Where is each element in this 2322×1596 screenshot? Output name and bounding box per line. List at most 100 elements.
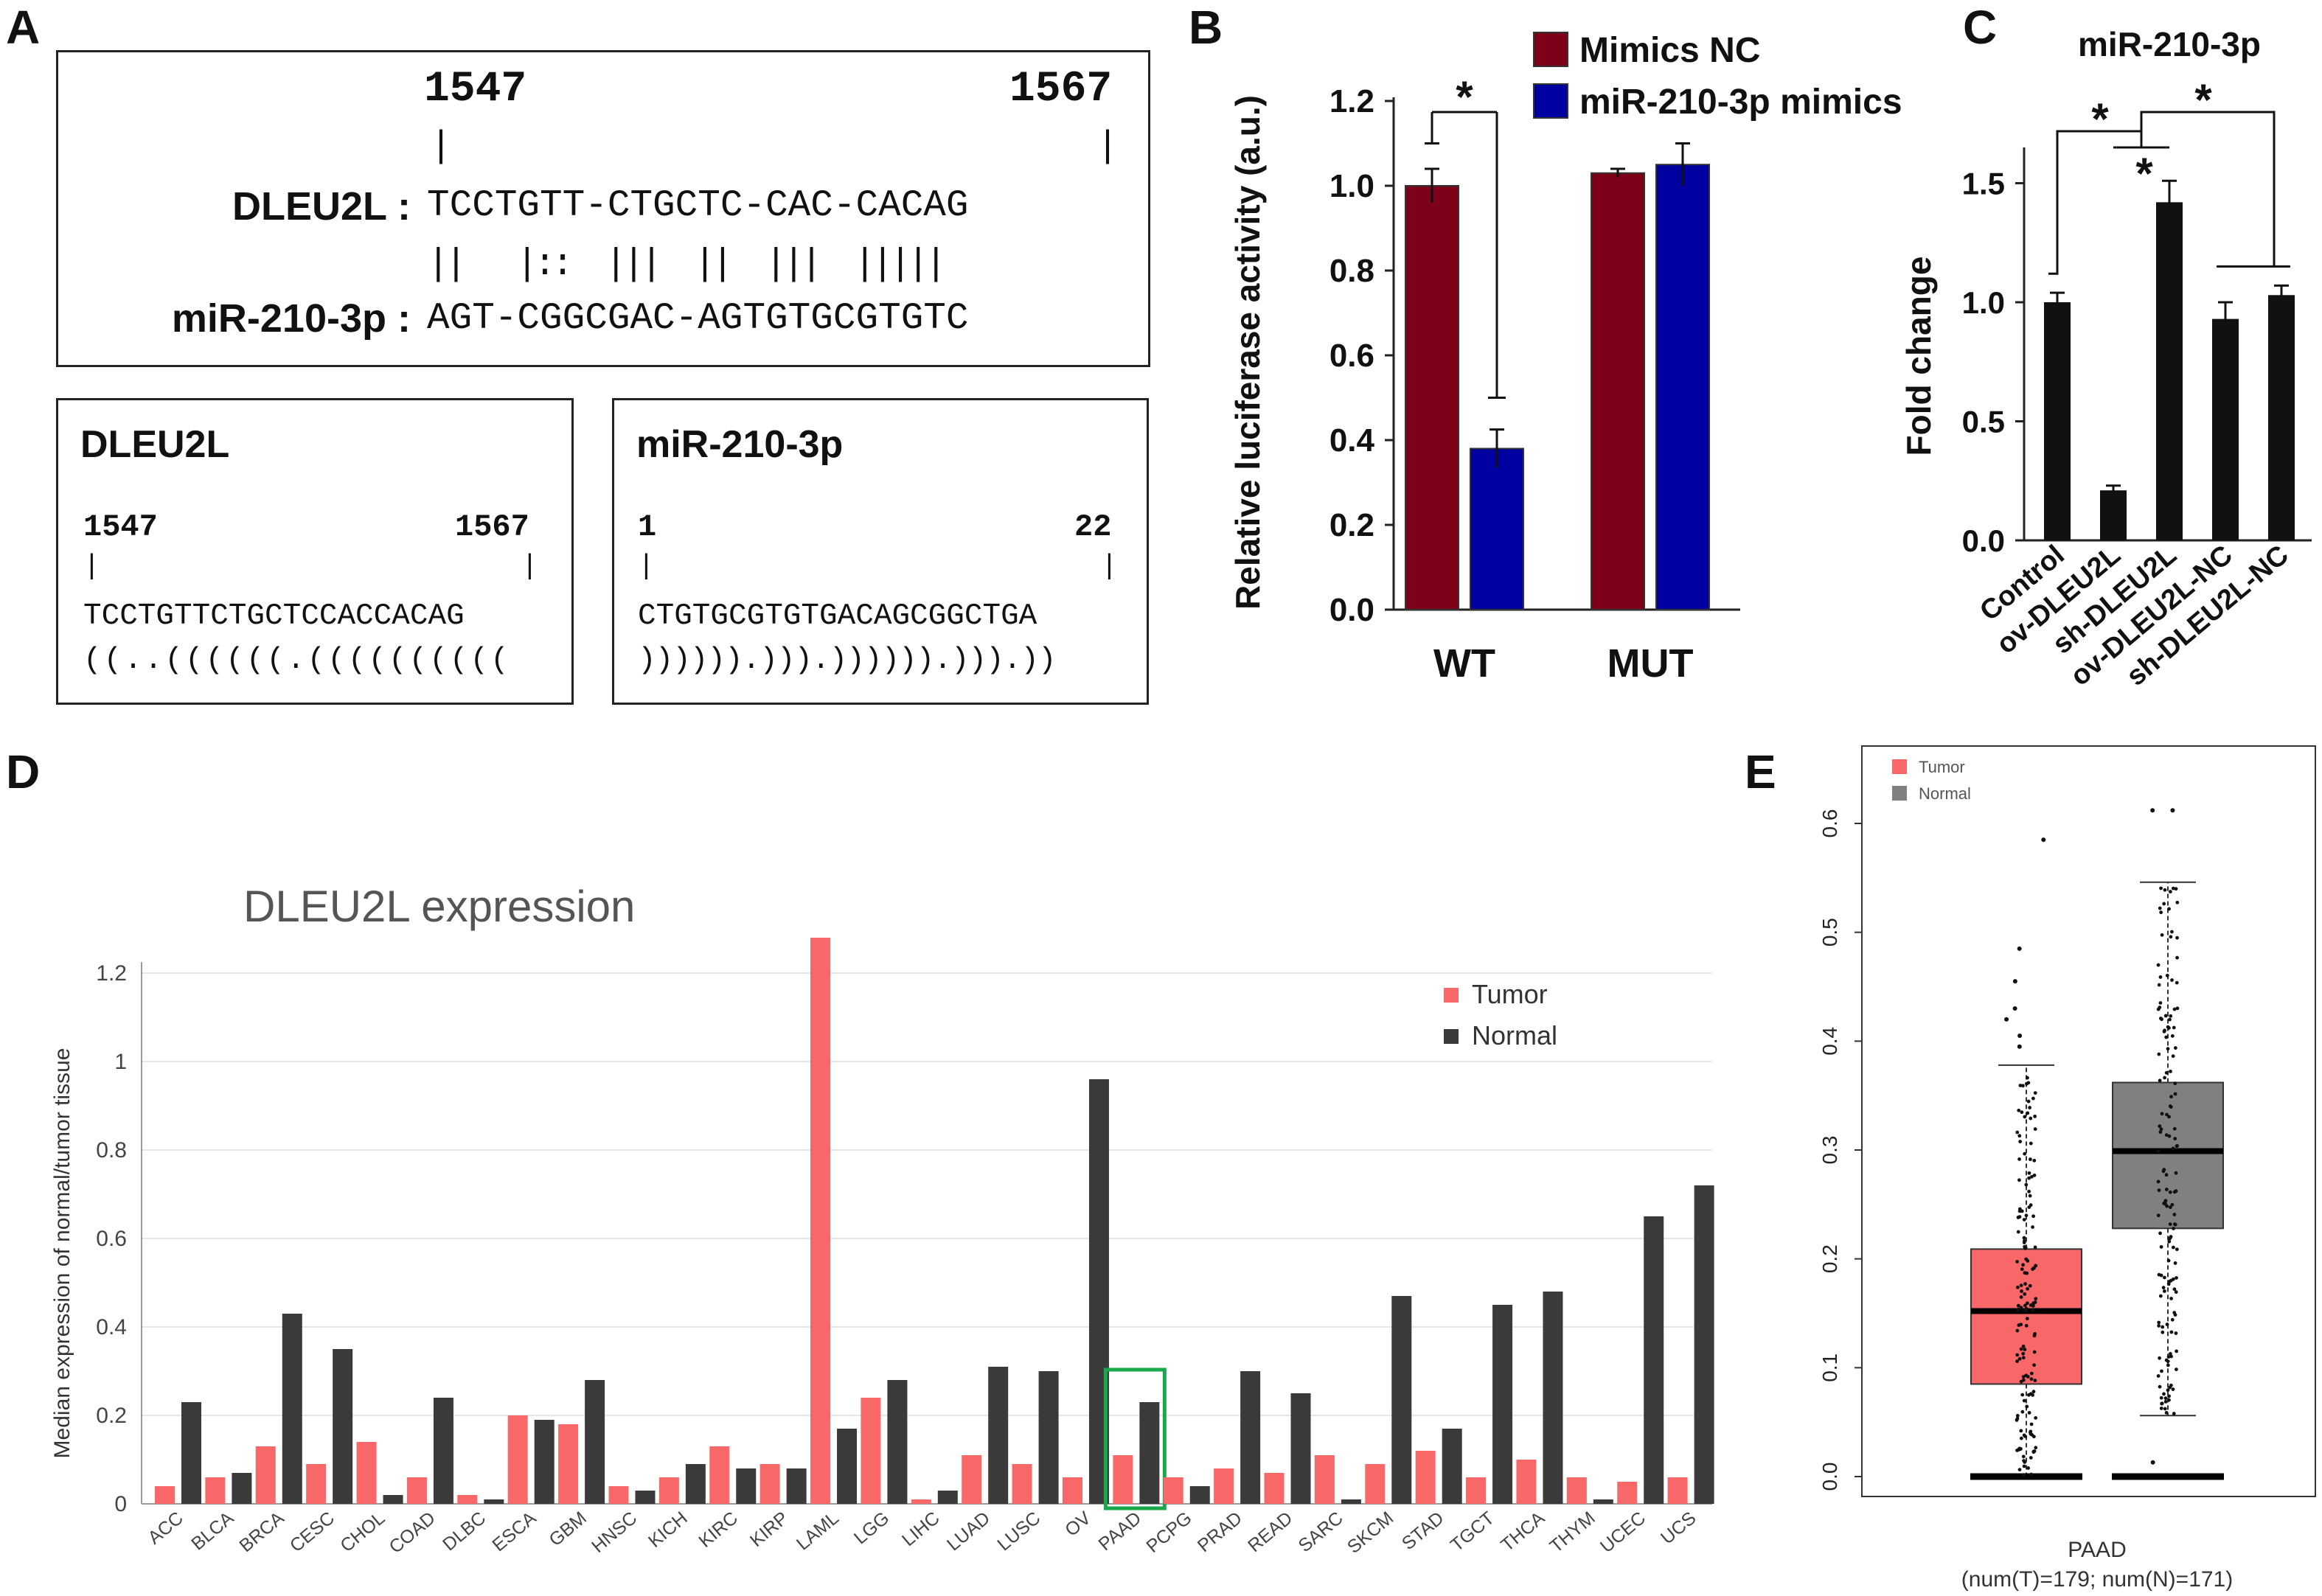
chart-e-data-point [2029, 1203, 2033, 1208]
chart-e-data-point [2161, 1325, 2165, 1329]
panel-letter-e: E [1745, 745, 1776, 798]
chart-e-data-point [2170, 1317, 2175, 1322]
chart-e-data-point [2165, 1204, 2169, 1208]
chart-e-data-point [2021, 1356, 2026, 1360]
chart-e-data-point [2173, 1081, 2177, 1086]
chart-d-y-tick-label: 1 [114, 1050, 127, 1074]
chart-c-bar [2268, 295, 2295, 540]
chart-e-data-point [2163, 1014, 2168, 1018]
alignment-start-position: 1547 [424, 66, 527, 114]
chart-b-bar [1655, 164, 1710, 610]
chart-c-significance-star: * [2091, 94, 2109, 144]
chart-e-data-point [2166, 1388, 2170, 1393]
chart-e-data-point [2169, 890, 2172, 893]
chart-e-data-point [2163, 1396, 2168, 1401]
chart-d-y-tick-label: 0.2 [96, 1404, 127, 1428]
chart-e-data-point [2021, 1454, 2026, 1459]
chart-d-bar [1012, 1464, 1032, 1504]
chart-e-data-point [2029, 1116, 2033, 1121]
chart-d-x-tick-label: PCPG [1142, 1508, 1195, 1557]
chart-e-data-point [2167, 1394, 2171, 1398]
chart-e-y-tick-label: 0.4 [1818, 1027, 1841, 1056]
chart-e-data-point [2019, 1347, 2023, 1351]
chart-e-data-point [2164, 1410, 2169, 1415]
dleu2l-structure-end-tick: | [521, 551, 538, 582]
chart-e-data-point [2034, 1415, 2038, 1420]
dleu2l-structure-title: DLEU2L [80, 423, 230, 466]
chart-e-data-point [2017, 1207, 2022, 1211]
chart-e-data-point [2156, 1374, 2161, 1378]
chart-e-data-point [2172, 1025, 2176, 1030]
chart-e-data-point [2033, 1300, 2037, 1304]
chart-e-data-point [2028, 1193, 2032, 1198]
dleu2l-alignment-sequence: TCCTGTT-CTGCTC-CAC-CACAG [427, 185, 969, 227]
chart-d-bar [786, 1468, 807, 1504]
chart-e-data-point [2027, 1411, 2031, 1415]
chart-e-data-point [2023, 1348, 2027, 1351]
chart-e-data-point [2156, 1149, 2161, 1154]
chart-d-bar [1314, 1455, 1335, 1504]
chart-d-bar [1593, 1499, 1613, 1504]
chart-e-data-point [2157, 1324, 2161, 1328]
chart-e-data-point [2163, 1199, 2168, 1203]
chart-d-bar [1062, 1477, 1082, 1504]
chart-e-data-point [2031, 1096, 2035, 1101]
chart-d-x-tick-label: SARC [1295, 1508, 1347, 1556]
mir-structure-sequence: CTGTGCGTGTGACAGCGGCTGA [638, 599, 1037, 633]
chart-c-y-tick-label: 1.5 [1962, 167, 2005, 201]
chart-e-data-point [2175, 955, 2179, 960]
chart-c-significance-star: * [2194, 75, 2212, 125]
chart-e-data-point [2160, 1112, 2164, 1116]
chart-e-data-point [2169, 1354, 2173, 1359]
chart-d-bar [1189, 1486, 1210, 1504]
panel-letter-a: A [6, 1, 41, 54]
chart-e-data-point [2021, 1375, 2026, 1379]
chart-b-significance-star: * [1456, 72, 1473, 122]
panel-letter-c: C [1963, 1, 1998, 54]
chart-e-y-tick-label: 0.0 [1818, 1463, 1841, 1491]
chart-e-legend-label: Tumor [1919, 758, 1965, 776]
alignment-pairing-marks: || |:: ||| || ||| ||||| [427, 244, 948, 286]
chart-d-bar [457, 1495, 478, 1504]
chart-e-data-point [2172, 1311, 2177, 1315]
chart-e-data-point [2171, 1146, 2175, 1151]
chart-e-data-point [2175, 1276, 2178, 1280]
chart-e-data-point [2033, 1114, 2037, 1118]
chart-b-y-tick-label: 0.4 [1329, 422, 1375, 459]
chart-e-outlier [2041, 837, 2046, 843]
chart-d-bar [608, 1486, 629, 1504]
chart-d-bar [861, 1398, 881, 1504]
chart-e-data-point [2172, 1412, 2176, 1415]
chart-e-data-point [2166, 1363, 2170, 1367]
chart-e-data-point [2021, 1473, 2026, 1477]
mir-structure-box: miR-210-3p 1 22 | | CTGTGCGTGTGACAGCGGCT… [612, 398, 1149, 705]
chart-e-data-point [2175, 1367, 2178, 1371]
chart-d-legend-label: Normal [1472, 1020, 1557, 1050]
chart-e-data-point [2023, 1151, 2027, 1156]
panel-letter-d: D [6, 745, 41, 798]
chart-e-data-point [2175, 935, 2179, 940]
chart-c-y-tick-label: 0.5 [1962, 405, 2005, 439]
chart-d-x-tick-label: OV [1061, 1508, 1095, 1541]
chart-e-data-point [2027, 1189, 2031, 1193]
chart-d-bar [1617, 1482, 1638, 1504]
chart-c-sig-bracket [2140, 111, 2276, 267]
chart-e-data-point [2019, 1295, 2023, 1299]
chart-e-data-point [2160, 933, 2164, 937]
chart-d-x-tick-label: LIHC [898, 1508, 944, 1550]
chart-d-bar [1163, 1477, 1183, 1504]
chart-d-bar [534, 1420, 555, 1504]
chart-b-y-tick-label: 0.0 [1329, 592, 1374, 628]
chart-e-data-point [2171, 1277, 2175, 1281]
chart-d-bar [887, 1380, 908, 1504]
chart-e-data-point [2169, 935, 2173, 939]
chart-e-data-point [2032, 1334, 2037, 1338]
chart-d-x-tick-label: LUAD [943, 1508, 994, 1555]
chart-e-data-point [2020, 1393, 2025, 1397]
chart-e-subtitle: (num(T)=179; num(N)=171) [1961, 1567, 2233, 1592]
chart-e-data-point [2159, 910, 2163, 915]
chart-b-y-tick-label: 1.0 [1329, 168, 1374, 204]
chart-d-title: DLEU2L expression [243, 882, 635, 931]
chart-e-data-point [2019, 1436, 2023, 1440]
chart-d-bar [988, 1367, 1009, 1504]
